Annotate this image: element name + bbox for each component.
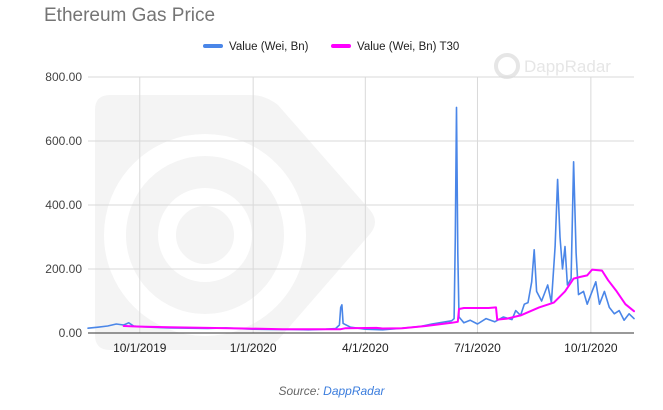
source-link[interactable]: DappRadar — [323, 384, 385, 398]
gridlines — [88, 76, 634, 334]
chart-title: Ethereum Gas Price — [44, 5, 216, 26]
y-tick-label: 0.00 — [59, 326, 83, 340]
dappradar-watermark: DappRadar — [95, 53, 611, 350]
x-axis-ticks: 10/1/2019 1/1/2020 4/1/2020 7/1/2020 10/1/20… — [113, 341, 618, 355]
x-tick-label: 7/1/2020 — [454, 341, 501, 355]
watermark-logo-core — [158, 188, 252, 282]
source-prefix: Source: — [278, 384, 324, 398]
chart-card: DappRadar 0.00 200.00 400.00 600.00 800.00 1… — [44, 5, 635, 355]
x-tick-label: 4/1/2020 — [342, 341, 389, 355]
source-caption: Source: DappRadar — [0, 384, 663, 398]
x-tick-label: 10/1/2019 — [113, 341, 167, 355]
y-tick-label: 200.00 — [45, 262, 82, 276]
watermark-text: DappRadar — [524, 57, 611, 76]
x-tick-label: 10/1/2020 — [564, 341, 618, 355]
series-line-t30 — [122, 268, 635, 331]
chart-canvas: DappRadar 0.00 200.00 400.00 600.00 800.00 1… — [45, 41, 635, 355]
watermark-logo-ring — [104, 134, 306, 336]
legend-label: Value (Wei, Bn) T30 — [357, 41, 459, 53]
series-lines — [87, 106, 635, 331]
y-tick-label: 600.00 — [45, 134, 82, 148]
chart-legend: Value (Wei, Bn) Value (Wei, Bn) T30 — [203, 41, 459, 53]
x-tick-label: 1/1/2020 — [230, 341, 277, 355]
watermark-icon — [494, 53, 520, 79]
legend-label: Value (Wei, Bn) — [229, 41, 309, 53]
y-axis-ticks: 0.00 200.00 400.00 600.00 800.00 — [45, 70, 82, 340]
y-tick-label: 400.00 — [45, 198, 82, 212]
y-tick-label: 800.00 — [45, 70, 82, 84]
